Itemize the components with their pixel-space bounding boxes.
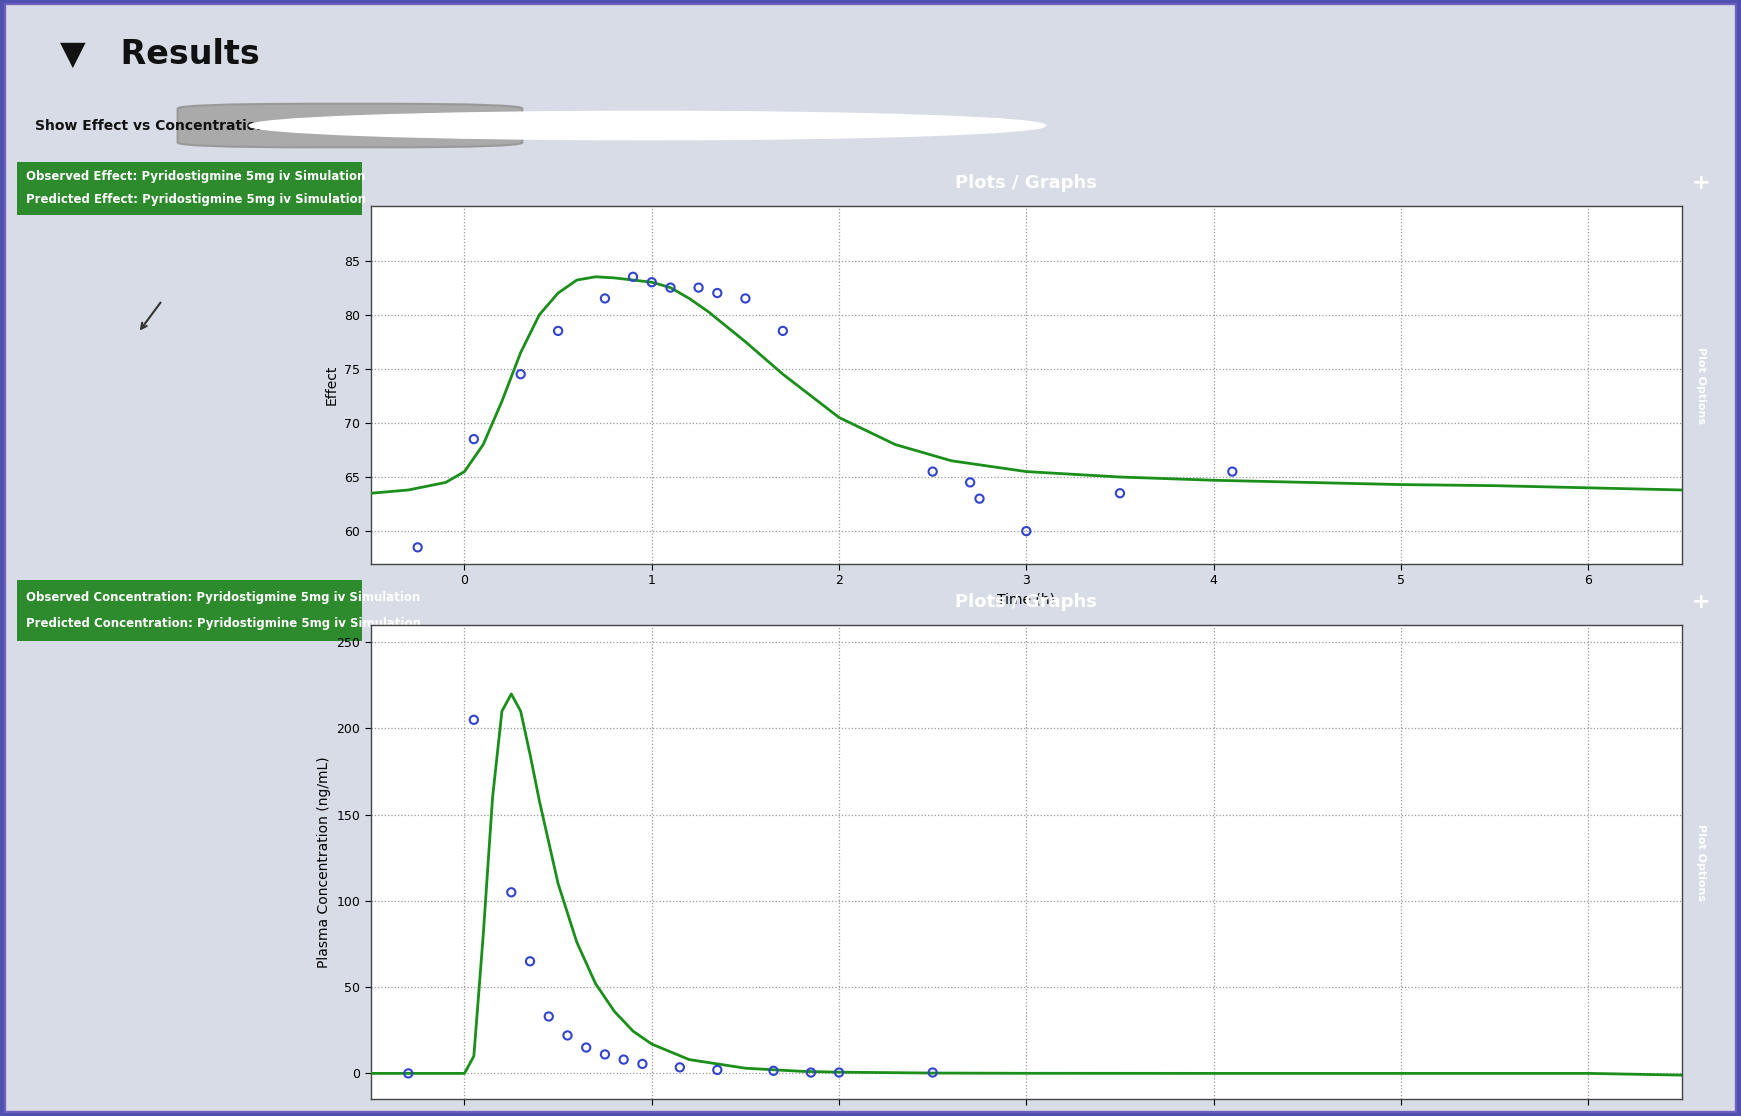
Point [590, 289, 618, 307]
Point [703, 1061, 731, 1079]
Point [825, 1064, 853, 1081]
Point [534, 1008, 562, 1026]
Point [460, 711, 487, 729]
Point [1219, 463, 1247, 481]
Point [1013, 522, 1041, 540]
Text: Observed Concentration: Pyridostigmine 5mg iv Simulation: Observed Concentration: Pyridostigmine 5… [26, 590, 420, 604]
Point [770, 323, 797, 340]
Point [515, 952, 543, 970]
Point [684, 279, 712, 297]
FancyBboxPatch shape [178, 104, 522, 147]
Text: Show Effect vs Concentration: Show Effect vs Concentration [35, 118, 266, 133]
Point [703, 285, 731, 302]
Text: +: + [1692, 591, 1710, 612]
Point [590, 1046, 618, 1064]
Y-axis label: Plasma Concentration (ng/mL): Plasma Concentration (ng/mL) [317, 757, 331, 968]
Point [665, 1058, 693, 1076]
Point [629, 1055, 656, 1072]
Point [637, 273, 665, 291]
Point [498, 884, 526, 902]
Point [460, 430, 487, 448]
Text: Predicted Effect: Pyridostigmine 5mg iv Simulation: Predicted Effect: Pyridostigmine 5mg iv … [26, 193, 366, 206]
Text: Plot Options: Plot Options [1696, 347, 1706, 423]
Point [507, 365, 534, 383]
X-axis label: Time (h): Time (h) [998, 593, 1055, 607]
Point [620, 268, 648, 286]
Point [609, 1050, 637, 1068]
Point [404, 538, 432, 556]
Point [919, 463, 947, 481]
Circle shape [249, 112, 1045, 140]
Point [956, 473, 984, 491]
Point [656, 279, 684, 297]
Point [554, 1027, 581, 1045]
Point [731, 289, 759, 307]
Text: Predicted Concentration: Pyridostigmine 5mg iv Simulation: Predicted Concentration: Pyridostigmine … [26, 617, 421, 631]
Text: Observed Effect: Pyridostigmine 5mg iv Simulation: Observed Effect: Pyridostigmine 5mg iv S… [26, 170, 366, 183]
Text: Plots / Graphs: Plots / Graphs [956, 593, 1097, 610]
Text: ▼   Results: ▼ Results [61, 38, 259, 71]
Point [395, 1065, 423, 1083]
FancyBboxPatch shape [17, 580, 362, 641]
Point [919, 1064, 947, 1081]
Text: Plot Options: Plot Options [1696, 824, 1706, 901]
Point [545, 323, 573, 340]
Point [759, 1062, 787, 1080]
Y-axis label: Effect: Effect [326, 365, 339, 405]
Point [966, 490, 994, 508]
Point [1106, 484, 1133, 502]
Text: +: + [1692, 173, 1710, 193]
FancyBboxPatch shape [17, 162, 362, 214]
Point [797, 1064, 825, 1081]
Text: Plots / Graphs: Plots / Graphs [956, 174, 1097, 192]
Point [573, 1039, 601, 1057]
